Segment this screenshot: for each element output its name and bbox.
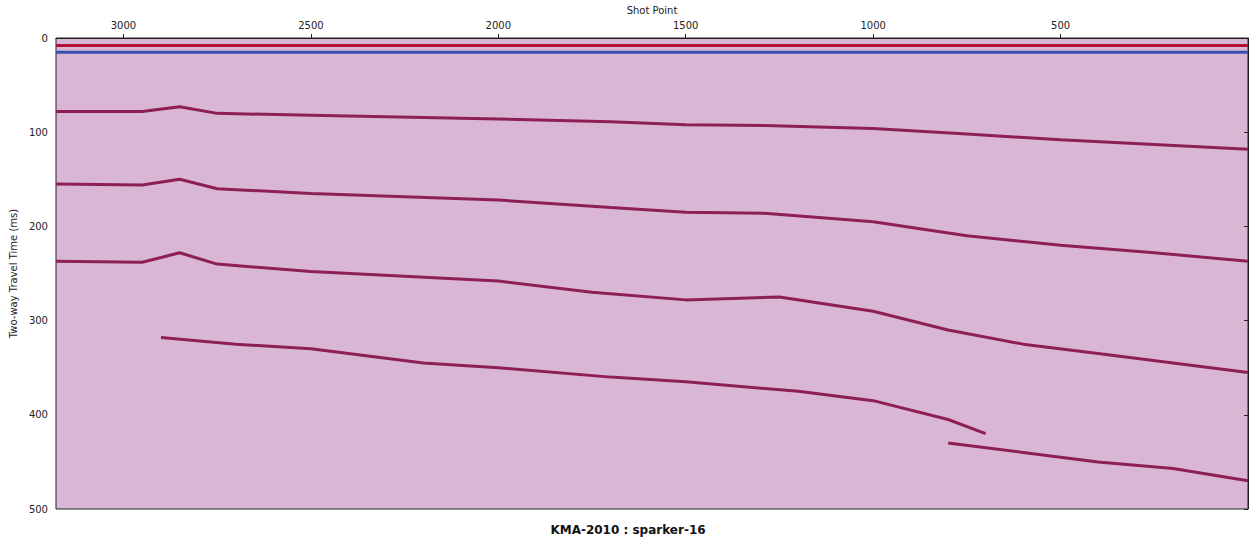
svg-text:2500: 2500 (298, 20, 323, 31)
svg-text:400: 400 (29, 409, 48, 420)
svg-text:Shot Point: Shot Point (627, 5, 678, 16)
svg-text:200: 200 (29, 221, 48, 232)
svg-text:300: 300 (29, 315, 48, 326)
svg-text:3000: 3000 (111, 20, 136, 31)
svg-text:100: 100 (29, 127, 48, 138)
svg-text:500: 500 (1051, 20, 1070, 31)
svg-text:Two-way Travel Time (ms): Two-way Travel Time (ms) (8, 209, 19, 339)
svg-text:KMA-2010 : sparker-16: KMA-2010 : sparker-16 (550, 523, 705, 537)
svg-text:500: 500 (29, 504, 48, 515)
svg-text:1500: 1500 (673, 20, 698, 31)
svg-text:2000: 2000 (486, 20, 511, 31)
svg-text:1000: 1000 (860, 20, 885, 31)
svg-text:0: 0 (42, 33, 48, 44)
